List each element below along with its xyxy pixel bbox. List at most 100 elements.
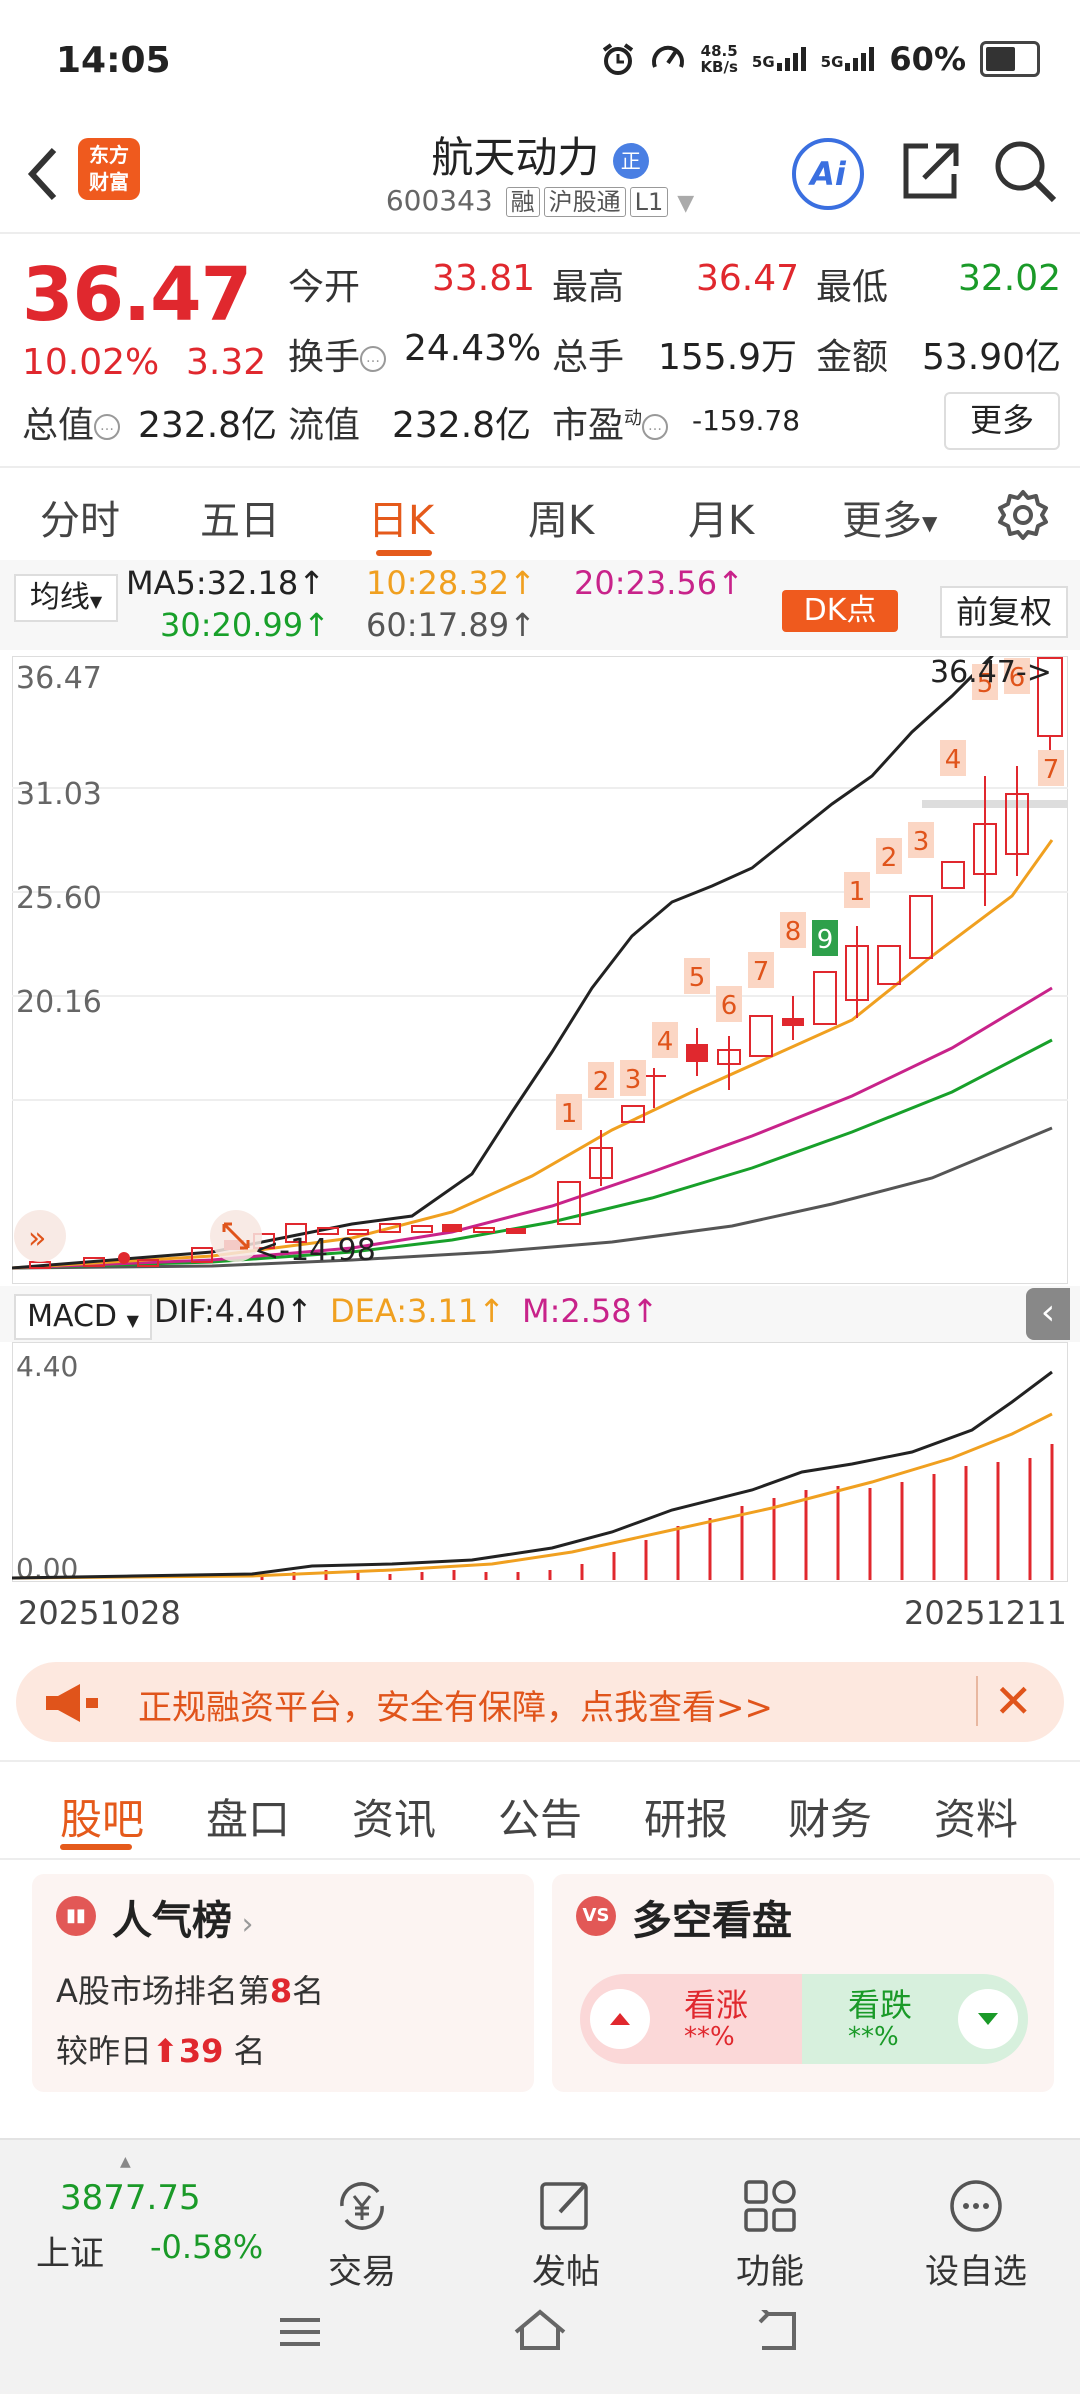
rank-change-value: 39: [178, 2032, 224, 2070]
tab-weekly-k[interactable]: 周K: [528, 498, 595, 544]
tab-financials[interactable]: 财务: [788, 1795, 873, 1844]
mktcap-label: 总值…: [22, 396, 121, 448]
status-time: 14:05: [56, 40, 171, 81]
index-name: 上证: [36, 2234, 104, 2274]
candlestick-chart[interactable]: 36.47 31.03 25.60 20.16: [12, 656, 1068, 1284]
tab-news[interactable]: 资讯: [352, 1795, 437, 1844]
chart-settings-button[interactable]: [996, 488, 1050, 542]
nav-post[interactable]: 发帖: [496, 2176, 636, 2293]
candle: [191, 1247, 213, 1263]
close-icon[interactable]: ✕: [994, 1674, 1033, 1728]
candle: [411, 1225, 433, 1233]
indicator-selector[interactable]: MACD ▼: [14, 1294, 152, 1340]
tab-profile[interactable]: 资料: [934, 1795, 1019, 1844]
more-quote-button[interactable]: 更多: [944, 392, 1060, 450]
back-button[interactable]: [20, 138, 70, 208]
dk-point-button[interactable]: DK点: [782, 590, 898, 632]
candle: [506, 1228, 526, 1234]
active-tab-indicator: [60, 1844, 132, 1850]
candle: [379, 1223, 401, 1233]
ai-button[interactable]: Ai: [792, 138, 864, 210]
dropdown-triangle-icon[interactable]: ▼: [677, 191, 695, 216]
vote-down-button[interactable]: 看跌 **%: [802, 1974, 1028, 2064]
adjust-button[interactable]: 前复权: [940, 586, 1068, 638]
amount-value: 53.90亿: [922, 337, 1062, 378]
candle: [473, 1227, 495, 1233]
change-percent: 10.02%: [22, 342, 160, 383]
pe-value: -159.78: [692, 404, 801, 437]
x-axis-start-date: 20251028: [18, 1594, 181, 1632]
bull-bear-card[interactable]: VS 多空看盘 看涨 **% 看跌 **%: [552, 1874, 1054, 2092]
signal-bars-icon: [776, 47, 806, 71]
macd-chart[interactable]: 4.40 0.00: [12, 1342, 1068, 1582]
nav-trade[interactable]: 交易: [292, 2176, 432, 2293]
popularity-title: 人气榜 ›: [112, 1888, 254, 1946]
ma-selector[interactable]: 均线▼: [14, 574, 118, 622]
app-logo[interactable]: 东方 财富: [78, 138, 140, 200]
signal-2-label: 5G: [820, 53, 844, 71]
signal-badge: [684, 958, 710, 994]
vote-up-button[interactable]: 看涨 **%: [580, 1974, 802, 2064]
info-icon[interactable]: …: [360, 346, 387, 372]
promo-banner[interactable]: 正规融资平台，安全有保障，点我查看>> ✕: [16, 1662, 1064, 1742]
signal-badge-text: 2: [593, 1067, 610, 1097]
tab-research[interactable]: 研报: [644, 1795, 729, 1844]
info-icon[interactable]: …: [642, 414, 669, 440]
search-button[interactable]: [990, 136, 1060, 206]
vote-up-label: 看涨: [684, 1986, 749, 2024]
share-button[interactable]: [900, 138, 960, 202]
stock-code-line: 600343 融沪股通 L1 ▼: [0, 182, 1080, 217]
signal-badge: [620, 1060, 646, 1096]
candle: [83, 1257, 105, 1267]
nav-add-watchlist[interactable]: 设自选: [906, 2176, 1046, 2293]
home-icon[interactable]: [512, 2308, 568, 2352]
stock-code: 600343: [385, 184, 493, 217]
tab-order-book[interactable]: 盘口: [206, 1795, 291, 1844]
active-tab-indicator: [376, 550, 432, 556]
signal-badge: [972, 664, 998, 700]
open-value: 33.81: [432, 258, 536, 299]
collapse-button[interactable]: [14, 1210, 66, 1262]
megaphone-icon: [46, 1684, 98, 1722]
signal-badge-text: 5: [689, 963, 706, 993]
last-price-marker: 36.47->: [930, 656, 1052, 690]
nav-functions-label: 功能: [736, 2252, 804, 2292]
side-panel-toggle[interactable]: ‹: [1026, 1288, 1070, 1340]
tab-forum[interactable]: 股吧: [60, 1795, 145, 1844]
gear-icon: [998, 490, 1048, 540]
tab-monthly-k[interactable]: 月K: [688, 498, 755, 544]
expand-icon: [222, 1222, 250, 1250]
tab-daily-k[interactable]: 日K: [368, 498, 435, 544]
nav-functions[interactable]: 功能: [700, 2176, 840, 2293]
tab-five-day[interactable]: 五日: [200, 498, 280, 544]
candle: [909, 895, 933, 959]
dropdown-triangle-icon: ▼: [89, 592, 103, 611]
x-axis-end-date: 20251211: [904, 1594, 1067, 1632]
last-price: 36.47: [22, 252, 252, 338]
tab-intraday[interactable]: 分时: [40, 498, 120, 544]
vote-down-label: 看跌: [848, 1986, 913, 2024]
tab-more[interactable]: 更多▼: [842, 488, 937, 546]
index-ticker[interactable]: ▲ 3877.75 上证 -0.58%: [20, 2154, 263, 2284]
tab-announcements[interactable]: 公告: [498, 1795, 583, 1844]
macd-m-value: M:2.58↑: [522, 1292, 659, 1330]
signal-badge-text: 1: [561, 1099, 578, 1129]
candle: [941, 861, 965, 889]
signal-badge-text: 3: [625, 1065, 642, 1095]
high-value: 36.47: [696, 258, 800, 299]
menu-icon[interactable]: [276, 2312, 324, 2352]
speed-gauge-icon: [652, 45, 685, 68]
triangle-up-icon: [610, 2013, 630, 2025]
signal-badge: [780, 912, 806, 948]
turnover-label-text: 换手: [288, 337, 361, 378]
signal-badge-text: 5: [977, 669, 994, 699]
back-nav-icon[interactable]: [754, 2310, 802, 2352]
signal-2: 5G: [821, 47, 876, 71]
info-icon[interactable]: …: [94, 414, 121, 440]
quote-divider: [0, 466, 1080, 468]
nav-trade-label: 交易: [328, 2252, 396, 2292]
popularity-card[interactable]: ▮▮ 人气榜 › A股市场排名第8名 较昨日⬆39 名: [32, 1874, 534, 2092]
bull-bear-title: 多空看盘: [632, 1898, 792, 1944]
candle: [442, 1224, 462, 1232]
battery-icon: [980, 41, 1040, 77]
